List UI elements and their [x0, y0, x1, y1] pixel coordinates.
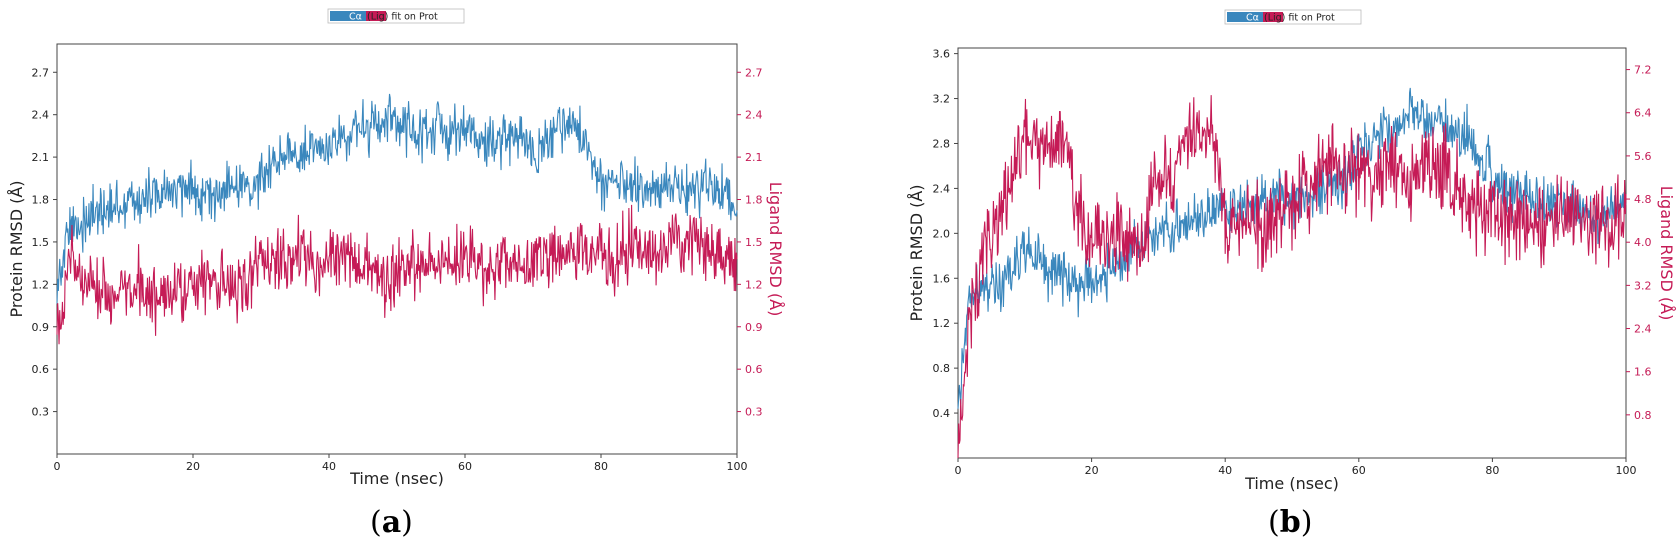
x-ticks: 0 20 40 60 80 100 — [54, 454, 748, 473]
y-right-tick-label: 4.8 — [1634, 193, 1652, 206]
series-ligand-line — [56, 204, 738, 345]
panel-label-open: ( — [370, 505, 382, 540]
y-left-tick-label: 1.5 — [32, 236, 50, 249]
series-protein-line — [957, 87, 1627, 409]
y-right-tick-label: 1.2 — [745, 278, 763, 291]
legend-swatch-protein — [1227, 12, 1263, 22]
y-right-tick-label: 2.1 — [745, 151, 763, 164]
x-tick-label: 40 — [1218, 464, 1232, 477]
x-tick-label: 0 — [955, 464, 962, 477]
legend-label-protein: Cα — [1246, 13, 1259, 24]
legend: Cα (Lig) fit on Prot — [327, 8, 465, 24]
series-ligand-line — [957, 95, 1627, 459]
x-ticks: 0 20 40 60 80 100 — [955, 458, 1637, 477]
y-left-tick-label: 2.8 — [933, 137, 951, 150]
x-tick-label: 80 — [594, 460, 608, 473]
y-left-ticks: 0.4 0.8 1.2 1.6 2.0 2.4 2.8 3.2 3.6 — [933, 48, 958, 420]
y-right-tick-label: 0.6 — [745, 363, 763, 376]
y-left-tick-label: 3.6 — [933, 48, 951, 61]
y-left-tick-label: 2.4 — [32, 109, 50, 122]
y-left-tick-label: 2.0 — [933, 227, 951, 240]
y-left-tick-label: 2.7 — [32, 66, 50, 79]
x-tick-label: 0 — [54, 460, 61, 473]
y-left-tick-label: 1.6 — [933, 272, 951, 285]
legend-label-protein: Cα — [349, 12, 362, 23]
y-left-tick-label: 0.3 — [32, 406, 50, 419]
panel-label-letter: b — [1279, 505, 1301, 540]
y-right-tick-label: 4.0 — [1634, 236, 1652, 249]
x-tick-label: 80 — [1485, 464, 1499, 477]
y-right-ticks: 0.3 0.6 0.9 1.2 1.5 1.8 2.1 2.4 2.7 — [737, 66, 763, 419]
y-left-tick-label: 0.6 — [32, 363, 50, 376]
legend-swatch-ligand — [1263, 12, 1283, 22]
y-right-tick-label: 3.2 — [1634, 279, 1652, 292]
x-tick-label: 40 — [322, 460, 336, 473]
y-left-tick-label: 0.9 — [32, 321, 50, 334]
panel-label-a: (a) — [370, 505, 413, 540]
panel-label-close: ) — [1300, 505, 1313, 540]
y-right-tick-label: 7.2 — [1634, 64, 1652, 77]
chart-panel-a: Cα (Lig) fit on Prot 0 20 40 60 80 100 0.3 0.6… — [7, 8, 785, 488]
panel-label-close: ) — [401, 505, 413, 540]
y-right-tick-label: 2.4 — [1634, 323, 1652, 336]
x-tick-label: 60 — [458, 460, 472, 473]
y-right-tick-label: 0.9 — [745, 321, 763, 334]
y-left-tick-label: 0.4 — [933, 407, 951, 420]
legend-label-ligand: (Lig) fit on Prot — [1264, 13, 1335, 24]
x-tick-label: 60 — [1352, 464, 1366, 477]
y-right-tick-label: 2.7 — [745, 66, 763, 79]
y-right-tick-label: 0.3 — [745, 406, 763, 419]
y-left-tick-label: 1.8 — [32, 194, 50, 207]
y-right-tick-label: 6.4 — [1634, 107, 1652, 120]
y-right-tick-label: 1.5 — [745, 236, 763, 249]
panel-label-b: (b) — [1268, 505, 1312, 540]
x-tick-label: 100 — [1616, 464, 1637, 477]
legend-label-ligand: (Lig) fit on Prot — [367, 12, 438, 23]
y-axis-label-right: Ligand RMSD (Å) — [1657, 186, 1676, 321]
y-left-tick-label: 2.1 — [32, 151, 50, 164]
y-axis-label-left: Protein RMSD (Å) — [7, 180, 26, 317]
legend-swatch-protein — [330, 11, 366, 21]
y-right-ticks: 0.8 1.6 2.4 3.2 4.0 4.8 5.6 6.4 7.2 — [1626, 64, 1652, 422]
x-tick-label: 100 — [727, 460, 748, 473]
legend-swatch-ligand — [366, 11, 386, 21]
chart-panel-b: Cα (Lig) fit on Prot 0 20 40 60 80 100 0.4 0.8… — [907, 9, 1676, 493]
y-left-ticks: 0.3 0.6 0.9 1.2 1.5 1.8 2.1 2.4 2.7 — [32, 66, 57, 419]
x-tick-label: 20 — [1085, 464, 1099, 477]
plot-frame — [56, 43, 738, 455]
y-left-tick-label: 1.2 — [933, 317, 951, 330]
y-right-tick-label: 5.6 — [1634, 150, 1652, 163]
y-right-tick-label: 1.8 — [745, 194, 763, 207]
y-axis-label-right: Ligand RMSD (Å) — [766, 182, 785, 317]
panel-label-letter: a — [381, 505, 402, 540]
series-protein-line — [56, 93, 738, 304]
y-right-tick-label: 1.6 — [1634, 366, 1652, 379]
y-left-tick-label: 2.4 — [933, 182, 951, 195]
legend: Cα (Lig) fit on Prot — [1224, 9, 1362, 25]
y-right-tick-label: 2.4 — [745, 109, 763, 122]
y-axis-label-left: Protein RMSD (Å) — [907, 184, 926, 321]
y-right-tick-label: 0.8 — [1634, 409, 1652, 422]
x-axis-label: Time (nsec) — [349, 469, 444, 488]
y-left-tick-label: 3.2 — [933, 93, 951, 106]
x-axis-label: Time (nsec) — [1244, 474, 1339, 493]
x-tick-label: 20 — [186, 460, 200, 473]
y-left-tick-label: 0.8 — [933, 362, 951, 375]
panel-label-open: ( — [1268, 505, 1280, 540]
plot-frame — [957, 47, 1627, 459]
y-left-tick-label: 1.2 — [32, 278, 50, 291]
